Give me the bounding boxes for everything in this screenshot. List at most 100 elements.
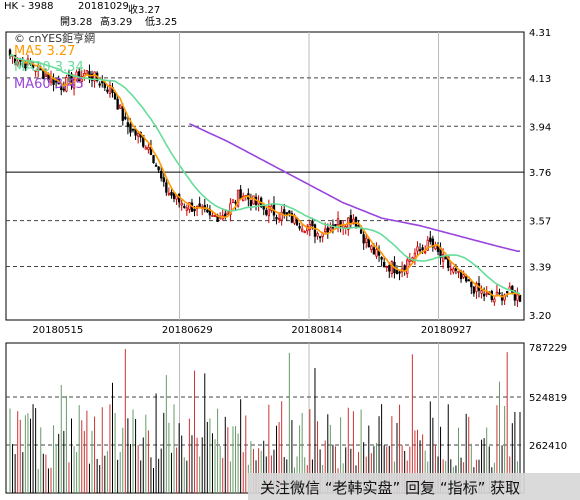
candle-body bbox=[444, 256, 447, 260]
date-tick-label: 20180629 bbox=[162, 325, 213, 336]
candle-body bbox=[157, 166, 160, 171]
candle-body bbox=[152, 155, 155, 164]
candle-body bbox=[398, 271, 401, 274]
candle-body bbox=[231, 199, 235, 204]
candle-body bbox=[329, 227, 332, 231]
price-tick-label: 4.13 bbox=[529, 74, 551, 85]
candle-body bbox=[421, 247, 424, 251]
volume-tick-label: 524819 bbox=[529, 393, 567, 404]
volume-tick-label: 262410 bbox=[529, 441, 567, 452]
candle-body bbox=[239, 189, 242, 200]
candle-body bbox=[13, 54, 17, 63]
candle-body bbox=[380, 256, 383, 260]
price-tick-label: 3.20 bbox=[529, 311, 551, 322]
candle-body bbox=[54, 80, 58, 83]
candle-body bbox=[441, 254, 445, 262]
candle-body bbox=[298, 226, 301, 229]
candle-body bbox=[498, 292, 501, 295]
candle-body bbox=[206, 209, 209, 213]
candle-body bbox=[60, 85, 63, 91]
candle-body bbox=[426, 239, 429, 251]
candle-body bbox=[390, 261, 394, 274]
candle-body bbox=[108, 84, 112, 94]
candle-body bbox=[318, 236, 322, 239]
candle-body bbox=[288, 210, 291, 214]
candle-body bbox=[416, 246, 419, 252]
watermark-text: 关注微信 “老韩实盘” 回复 “指标” 获取 bbox=[260, 479, 520, 497]
candle-body bbox=[211, 215, 214, 217]
candle-body bbox=[465, 276, 468, 282]
candle-body bbox=[403, 265, 406, 271]
low-price: 低3.25 bbox=[145, 17, 178, 28]
price-tick-label: 4.31 bbox=[529, 28, 551, 39]
candle-body bbox=[431, 238, 435, 248]
candle-body bbox=[367, 238, 370, 248]
source-label: © cnYES鉅亨網 bbox=[14, 31, 95, 45]
candle-body bbox=[303, 231, 306, 233]
candle-body bbox=[106, 89, 109, 92]
volume-panel bbox=[5, 342, 525, 494]
candle-body bbox=[511, 285, 514, 293]
candle-body bbox=[101, 81, 104, 84]
candle-body bbox=[408, 259, 411, 262]
quote-header: HK - 3988 20181029 收3.27 開3.28 高3.29 低3.… bbox=[0, 0, 580, 30]
candle-body bbox=[516, 294, 519, 301]
candle-body bbox=[183, 206, 186, 208]
candle-body bbox=[480, 290, 483, 294]
candle-body bbox=[144, 147, 148, 150]
candle-body bbox=[62, 88, 65, 91]
candle-body bbox=[385, 266, 388, 268]
candle-body bbox=[154, 164, 158, 167]
candle-body bbox=[234, 201, 237, 204]
candle-body bbox=[70, 73, 73, 86]
candle-body bbox=[136, 132, 140, 137]
candle-body bbox=[193, 208, 196, 212]
candle-body bbox=[147, 146, 150, 150]
candle-body bbox=[162, 177, 165, 183]
candle-body bbox=[167, 192, 171, 195]
candle-body bbox=[265, 209, 268, 215]
candle-body bbox=[121, 106, 124, 121]
candle-body bbox=[388, 265, 391, 272]
candle-body bbox=[290, 213, 294, 223]
candle-body bbox=[78, 71, 81, 81]
candle-body bbox=[170, 192, 173, 196]
candle-body bbox=[493, 298, 496, 303]
candle-body bbox=[423, 251, 427, 254]
candle-body bbox=[116, 98, 119, 110]
high-price: 高3.29 bbox=[100, 17, 133, 28]
candle-body bbox=[313, 224, 317, 237]
candle-body bbox=[362, 234, 365, 244]
candle-body bbox=[365, 237, 368, 243]
stock-symbol: HK - 3988 bbox=[4, 1, 54, 12]
candle-body bbox=[395, 269, 399, 275]
candle-body bbox=[88, 71, 91, 78]
moving-averages bbox=[9, 54, 521, 298]
candle-body bbox=[229, 203, 232, 216]
candle-body bbox=[457, 270, 460, 273]
date-tick-label: 20180814 bbox=[291, 325, 342, 336]
candle-body bbox=[449, 268, 452, 271]
date-tick-label: 20180927 bbox=[421, 325, 472, 336]
candle-body bbox=[275, 216, 278, 220]
candle-body bbox=[124, 116, 127, 120]
candle-body bbox=[467, 279, 470, 282]
candle-body bbox=[283, 209, 286, 214]
candle-body bbox=[16, 61, 19, 66]
candle-body bbox=[126, 122, 130, 128]
candle-body bbox=[198, 203, 201, 208]
candle-body bbox=[185, 207, 189, 211]
ma20-label: MA20 3.34 bbox=[14, 60, 84, 75]
price-tick-label: 3.76 bbox=[529, 168, 551, 179]
price-tick-label: 3.39 bbox=[529, 262, 551, 273]
price-tick-label: 3.57 bbox=[529, 217, 551, 228]
candle-body bbox=[352, 218, 355, 225]
candle-body bbox=[482, 293, 486, 297]
candle-body bbox=[339, 220, 342, 227]
candle-body bbox=[44, 74, 48, 78]
candle-body bbox=[462, 274, 465, 278]
candle-body bbox=[470, 281, 473, 288]
candle-body bbox=[8, 49, 12, 56]
candle-body bbox=[93, 71, 96, 82]
